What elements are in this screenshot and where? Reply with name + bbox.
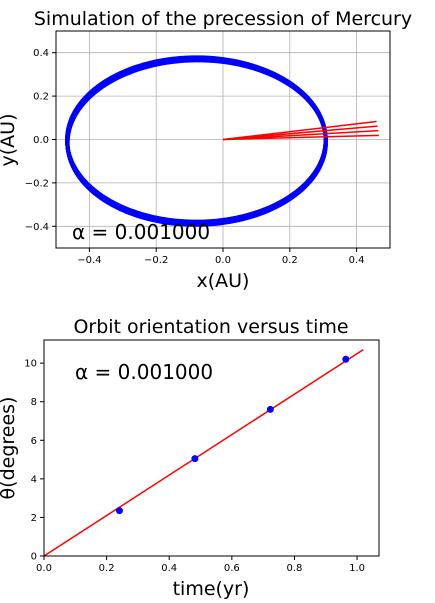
fit-line bbox=[43, 349, 364, 557]
plot-area bbox=[43, 349, 364, 557]
x-tick-label: 0.0 bbox=[215, 255, 231, 266]
data-point bbox=[191, 455, 199, 463]
x-tick-label: 0.8 bbox=[287, 563, 303, 574]
y-tick-label: 8 bbox=[31, 397, 37, 408]
y-tick-label: 0 bbox=[31, 552, 37, 563]
plot-area bbox=[65, 55, 379, 227]
orbit-path bbox=[65, 58, 328, 227]
orientation-line bbox=[222, 125, 378, 141]
y-axis-label: y(AU) bbox=[0, 114, 19, 167]
y-tick-label: 0.2 bbox=[33, 92, 49, 103]
x-tick-label: −0.2 bbox=[144, 255, 168, 266]
x-tick-label: 0.4 bbox=[349, 255, 365, 266]
x-tick-label: 0.4 bbox=[161, 563, 177, 574]
data-point bbox=[342, 355, 350, 363]
orientation-chart: Orbit orientation versus time 0.0 0.2 0.4 0… bbox=[0, 316, 380, 600]
y-axis-label: θ(degrees) bbox=[0, 397, 19, 500]
y-tick-label: 0.4 bbox=[33, 48, 49, 59]
grid bbox=[56, 31, 390, 248]
x-tick-label: 0.2 bbox=[99, 563, 115, 574]
ticks: 0.0 0.2 0.4 0.6 0.8 1.0 0 2 4 6 8 10 bbox=[24, 359, 365, 574]
x-tick-label: 0.0 bbox=[36, 563, 52, 574]
x-tick-label: 0.2 bbox=[282, 255, 298, 266]
x-axis-label: time(yr) bbox=[173, 578, 250, 600]
x-tick-label: 1.0 bbox=[349, 563, 365, 574]
ticks: −0.4 −0.2 0.0 0.2 0.4 −0.4 −0.2 0.0 0.2 0.4 bbox=[25, 48, 365, 266]
orientation-line bbox=[222, 129, 379, 141]
y-tick-label: 6 bbox=[31, 436, 37, 447]
chart-title-orientation: Orbit orientation versus time bbox=[73, 316, 348, 338]
axes-frame bbox=[43, 339, 380, 557]
precession-chart: Simulation of the precession of Mercury … bbox=[0, 8, 412, 292]
data-point bbox=[266, 405, 274, 413]
y-tick-label: 4 bbox=[31, 474, 37, 485]
x-axis-label: x(AU) bbox=[197, 270, 250, 292]
y-tick-label: −0.4 bbox=[25, 222, 49, 233]
chart-title-precession: Simulation of the precession of Mercury bbox=[34, 8, 412, 30]
alpha-annotation: α = 0.001000 bbox=[72, 220, 210, 244]
x-tick-label: −0.4 bbox=[77, 255, 101, 266]
y-tick-label: −0.2 bbox=[25, 178, 49, 189]
orientation-line bbox=[222, 120, 377, 141]
x-tick-label: 0.6 bbox=[224, 563, 240, 574]
alpha-annotation: α = 0.001000 bbox=[75, 360, 213, 384]
orientation-line bbox=[222, 134, 379, 141]
y-tick-label: 10 bbox=[24, 359, 37, 370]
y-tick-label: 2 bbox=[31, 513, 37, 524]
data-point bbox=[115, 507, 123, 515]
y-tick-label: 0.0 bbox=[33, 135, 49, 146]
